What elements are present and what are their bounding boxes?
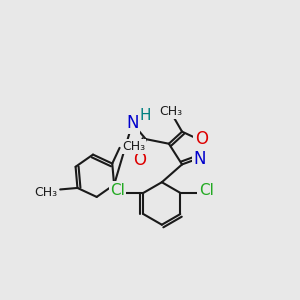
Text: N: N bbox=[126, 114, 139, 132]
Text: O: O bbox=[195, 130, 208, 148]
Text: N: N bbox=[193, 150, 206, 168]
Text: Cl: Cl bbox=[199, 183, 214, 198]
Text: CH₃: CH₃ bbox=[160, 105, 183, 119]
Text: O: O bbox=[134, 151, 146, 169]
Text: CH₃: CH₃ bbox=[35, 186, 58, 199]
Text: CH₃: CH₃ bbox=[122, 140, 145, 152]
Text: H: H bbox=[140, 108, 151, 123]
Text: Cl: Cl bbox=[110, 183, 125, 198]
